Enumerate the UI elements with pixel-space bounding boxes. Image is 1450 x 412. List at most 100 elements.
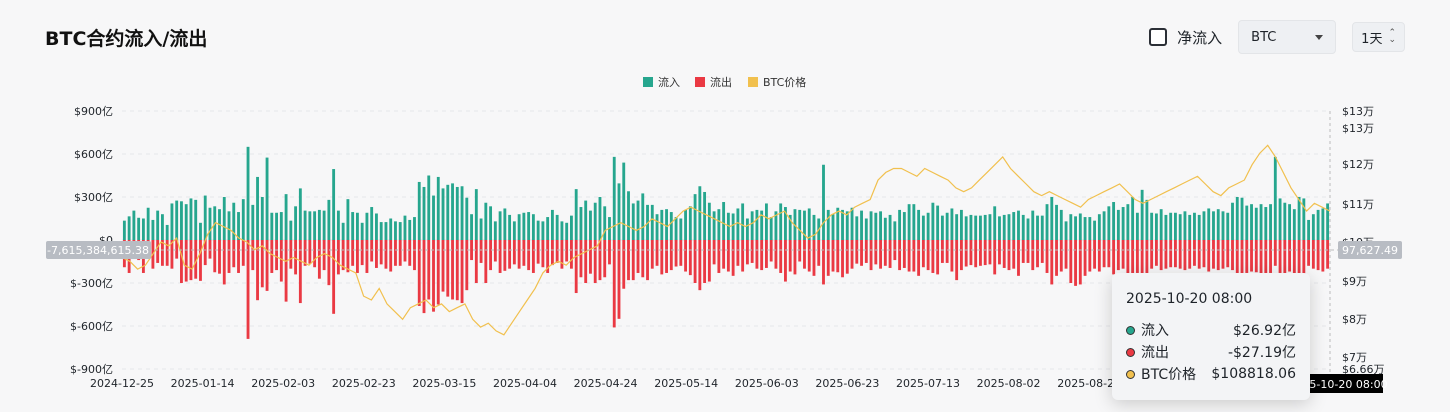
inflow-bar <box>332 169 336 240</box>
x-tick-label: 2025-01-14 <box>171 377 235 390</box>
y-left-tick-label: $-900亿 <box>70 363 113 376</box>
outflow-bar <box>536 240 540 264</box>
inflow-bar <box>122 220 126 240</box>
asset-select[interactable]: BTC <box>1238 20 1337 54</box>
outflow-bar <box>227 240 231 273</box>
outflow-bar <box>921 240 925 268</box>
inflow-bar <box>1083 217 1087 240</box>
outflow-bar <box>731 240 735 276</box>
outflow-bar <box>817 240 821 266</box>
inflow-bar <box>655 214 659 240</box>
outflow-bar <box>674 240 678 267</box>
outflow-bar <box>355 240 359 273</box>
crosshair-x-label-bg <box>1293 374 1383 393</box>
inflow-bar <box>436 176 440 240</box>
outflow-bar <box>1174 240 1177 268</box>
inflow-bar <box>684 209 688 240</box>
inflow-bar <box>165 224 169 240</box>
inflow-bar <box>493 221 497 240</box>
inflow-bar <box>812 214 816 240</box>
inflow-bar <box>151 219 155 240</box>
inflow-bar <box>1231 202 1234 240</box>
inflow-bar <box>536 220 540 240</box>
inflow-bar <box>736 208 740 240</box>
outflow-bar <box>1097 240 1101 272</box>
outflow-bar <box>774 240 778 269</box>
outflow-bar <box>698 240 702 291</box>
inflow-bar <box>612 156 616 240</box>
inflow-bar <box>1007 214 1011 240</box>
inflow-bar <box>979 215 982 240</box>
inflow-bar <box>503 208 507 240</box>
outflow-bar <box>936 240 940 275</box>
outflow-bar <box>869 240 873 271</box>
outflow-bar <box>1169 240 1173 268</box>
interval-select[interactable]: 1天 ⌃ ⌄ <box>1352 22 1405 52</box>
inflow-bar <box>1188 214 1192 240</box>
outflow-bar <box>617 240 621 319</box>
outflow-bar <box>608 240 611 265</box>
net-inflow-label[interactable]: 净流入 <box>1177 28 1223 47</box>
outflow-bar <box>902 240 906 268</box>
inflow-bar <box>993 206 997 240</box>
outflow-bar <box>964 240 968 267</box>
outflow-bar <box>1040 240 1044 263</box>
outflow-bar <box>1321 240 1325 272</box>
inflow-bar <box>1178 214 1182 240</box>
inflow-bar <box>227 211 231 240</box>
inflow-bar <box>998 216 1001 240</box>
outflow-bar <box>360 240 364 266</box>
outflow-bar <box>213 240 217 273</box>
inflow-bar <box>926 212 930 240</box>
inflow-bar <box>679 218 683 240</box>
outflow-bar <box>974 240 978 268</box>
inflow-bar <box>1126 204 1130 240</box>
y-right-tick-label: $13万 <box>1342 105 1374 118</box>
inflow-bar <box>1321 208 1325 240</box>
inflow-bar <box>826 209 830 240</box>
inflow-bar <box>570 215 573 240</box>
inflow-bar <box>1212 211 1215 240</box>
net-inflow-checkbox[interactable] <box>1149 28 1168 46</box>
outflow-bar <box>555 240 559 263</box>
outflow-bar <box>788 240 792 272</box>
x-tick-label: 2025-04-24 <box>574 377 638 390</box>
inflow-bar <box>1135 212 1139 240</box>
inflow-bar <box>1069 214 1073 240</box>
outflow-bar <box>455 240 459 301</box>
outflow-bar <box>313 240 317 268</box>
outflow-bar <box>627 240 630 281</box>
outflow-bar <box>246 240 250 339</box>
inflow-bar <box>379 222 383 240</box>
outflow-bar <box>565 240 569 262</box>
inflow-bar <box>251 204 255 240</box>
legend-label: BTC价格 <box>763 75 806 89</box>
outflow-bar <box>1007 240 1011 271</box>
inflow-bar <box>355 212 359 240</box>
outflow-bar <box>1036 240 1039 268</box>
outflow-bar <box>1245 240 1249 273</box>
outflow-bar <box>265 240 269 291</box>
outflow-bar <box>1107 240 1111 268</box>
outflow-bar <box>484 240 488 283</box>
outflow-bar <box>370 240 374 262</box>
outflow-bar <box>955 240 959 281</box>
x-tick-label: 2025-05-14 <box>654 377 718 390</box>
inflow-bar <box>921 215 925 240</box>
x-tick-label: 2025-08-22 <box>1057 377 1121 390</box>
inflow-bar <box>446 184 450 240</box>
legend-swatch <box>695 77 705 87</box>
outflow-bar <box>636 240 640 273</box>
inflow-bar <box>712 211 716 240</box>
outflow-bar <box>1064 240 1068 269</box>
inflow-bar <box>1036 215 1039 240</box>
outflow-bar <box>1078 240 1082 285</box>
inflow-bar <box>741 203 745 240</box>
outflow-bar <box>979 240 982 266</box>
inflow-bar <box>589 210 592 240</box>
outflow-bar <box>441 240 445 292</box>
outflow-bar <box>1288 240 1292 272</box>
outflow-bar <box>703 240 707 283</box>
outflow-bar <box>512 240 516 265</box>
